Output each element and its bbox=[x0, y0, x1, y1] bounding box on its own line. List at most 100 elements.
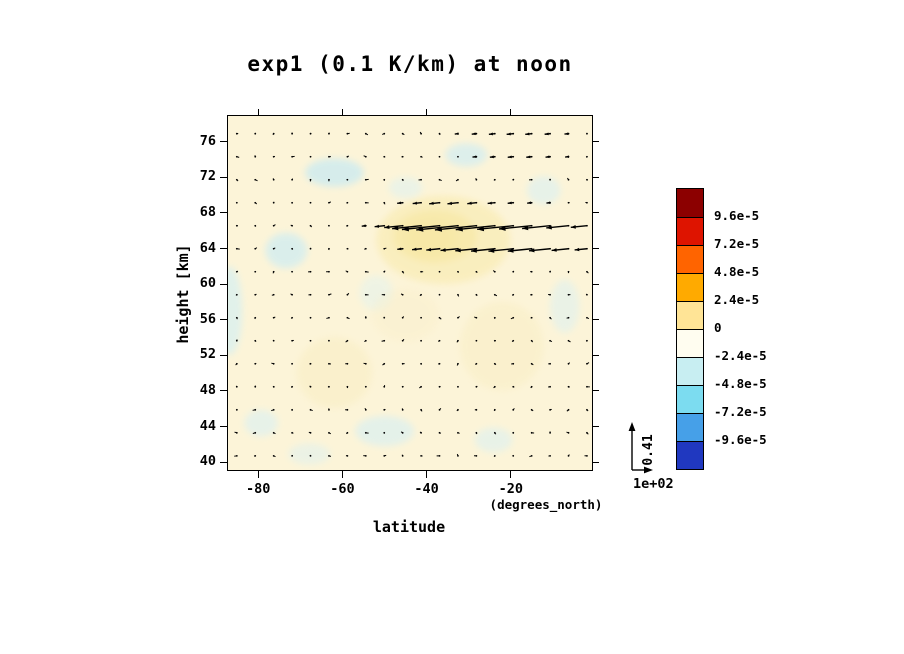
quiver-arrow bbox=[420, 156, 423, 158]
field-patch bbox=[372, 288, 440, 342]
x-tick-label: -60 bbox=[330, 481, 355, 497]
quiver-arrow bbox=[456, 409, 459, 412]
quiver-arrow bbox=[290, 293, 293, 296]
quiver-arrow bbox=[272, 133, 275, 136]
quiver-arrow bbox=[439, 179, 442, 182]
field-patch bbox=[460, 301, 544, 391]
quiver-arrow bbox=[457, 271, 460, 273]
quiver-arrow bbox=[416, 225, 459, 231]
quiver-arrowhead bbox=[434, 226, 443, 232]
quiver-arrowhead bbox=[546, 225, 552, 230]
quiver-arrowhead bbox=[545, 155, 550, 159]
colorbar-segment bbox=[677, 273, 703, 301]
field-patch bbox=[305, 158, 364, 187]
x-tick-mark bbox=[426, 471, 428, 478]
quiver-arrow bbox=[235, 294, 238, 296]
vector-key-magnitude: 0.41 bbox=[641, 434, 656, 466]
quiver-arrowhead bbox=[564, 132, 569, 136]
y-tick-mark bbox=[220, 390, 227, 392]
vector-key-vertical-head bbox=[628, 422, 636, 431]
quiver-arrow bbox=[271, 294, 274, 296]
quiver-arrowhead bbox=[412, 247, 417, 251]
quiver-arrowhead bbox=[546, 201, 551, 205]
quiver-arrow bbox=[494, 363, 497, 366]
quiver-arrow bbox=[271, 362, 274, 365]
quiver-arrowhead bbox=[527, 201, 532, 205]
quiver-arrow bbox=[568, 454, 570, 457]
quiver-arrow bbox=[512, 178, 515, 181]
x-tick-mark-top bbox=[510, 109, 512, 115]
x-tick-mark bbox=[510, 471, 512, 478]
quiver-arrow bbox=[457, 316, 460, 319]
quiver-arrow bbox=[586, 362, 590, 365]
quiver-arrow bbox=[512, 408, 515, 411]
quiver-arrow bbox=[345, 340, 348, 343]
quiver-arrow bbox=[273, 224, 276, 227]
quiver-arrow bbox=[475, 294, 478, 297]
quiver-arrow bbox=[235, 385, 238, 388]
quiver-arrowhead bbox=[392, 225, 399, 231]
field-patch bbox=[355, 416, 414, 447]
quiver-arrow bbox=[383, 202, 386, 205]
vector-key-horizontal-head bbox=[644, 466, 653, 474]
quiver-arrow bbox=[382, 133, 385, 135]
quiver-arrow bbox=[439, 133, 441, 136]
colorbar-segment bbox=[677, 189, 703, 217]
quiver-arrow bbox=[254, 202, 258, 205]
y-tick-mark bbox=[220, 426, 227, 427]
quiver-arrow bbox=[511, 294, 514, 296]
quiver-arrow bbox=[365, 133, 369, 136]
quiver-arrow bbox=[272, 271, 275, 274]
quiver-arrow bbox=[308, 431, 311, 434]
quiver-arrow bbox=[310, 225, 313, 228]
quiver-arrow bbox=[586, 432, 589, 435]
quiver-arrowhead bbox=[412, 201, 418, 205]
quiver-arrow bbox=[328, 432, 332, 435]
quiver-arrow bbox=[566, 431, 569, 434]
quiver-arrowhead bbox=[429, 201, 434, 205]
quiver-arrow bbox=[272, 178, 275, 180]
colorbar-segment bbox=[677, 441, 703, 469]
quiver-arrow bbox=[586, 271, 589, 274]
colorbar-label: -4.8e-5 bbox=[714, 376, 767, 391]
quiver-arrowhead bbox=[416, 226, 424, 232]
quiver-arrowhead bbox=[570, 225, 576, 229]
quiver-arrow bbox=[457, 294, 460, 297]
quiver-arrow bbox=[345, 270, 348, 273]
plot-area bbox=[227, 115, 593, 471]
quiver-arrow bbox=[531, 409, 534, 412]
x-tick-label: -40 bbox=[414, 481, 439, 497]
quiver-arrow bbox=[271, 409, 274, 412]
quiver-arrow bbox=[529, 455, 532, 458]
quiver-arrowhead bbox=[507, 248, 514, 253]
quiver-arrow bbox=[273, 455, 276, 458]
quiver-arrow bbox=[273, 432, 276, 435]
quiver-arrow bbox=[585, 156, 588, 158]
quiver-arrow bbox=[439, 407, 442, 411]
quiver-arrowhead bbox=[397, 247, 402, 251]
quiver-arrow bbox=[492, 270, 496, 273]
quiver-arrow bbox=[384, 454, 387, 457]
quiver-arrow bbox=[326, 317, 330, 319]
quiver-arrow bbox=[494, 294, 498, 297]
quiver-arrow bbox=[531, 340, 534, 343]
quiver-arrow bbox=[474, 316, 477, 319]
quiver-arrow bbox=[347, 155, 350, 158]
quiver-arrowhead bbox=[361, 224, 366, 228]
quiver-arrow bbox=[475, 178, 477, 180]
vector-key-arrow-icon bbox=[628, 422, 653, 474]
quiver-arrow bbox=[290, 224, 293, 227]
quiver-arrow bbox=[309, 201, 311, 204]
y-tick-label: 40 bbox=[199, 453, 216, 470]
quiver-arrow bbox=[236, 179, 239, 182]
quiver-arrow bbox=[456, 340, 459, 343]
colorbar bbox=[676, 188, 704, 470]
quiver-arrowhead bbox=[574, 247, 580, 252]
x-tick-mark-top bbox=[426, 109, 428, 115]
y-tick-mark-right bbox=[593, 141, 599, 143]
quiver-arrow bbox=[384, 247, 387, 250]
quiver-arrow bbox=[291, 248, 294, 250]
x-tick-mark-top bbox=[257, 109, 259, 115]
quiver-arrowhead bbox=[488, 132, 494, 136]
quiver-dot bbox=[254, 270, 257, 273]
